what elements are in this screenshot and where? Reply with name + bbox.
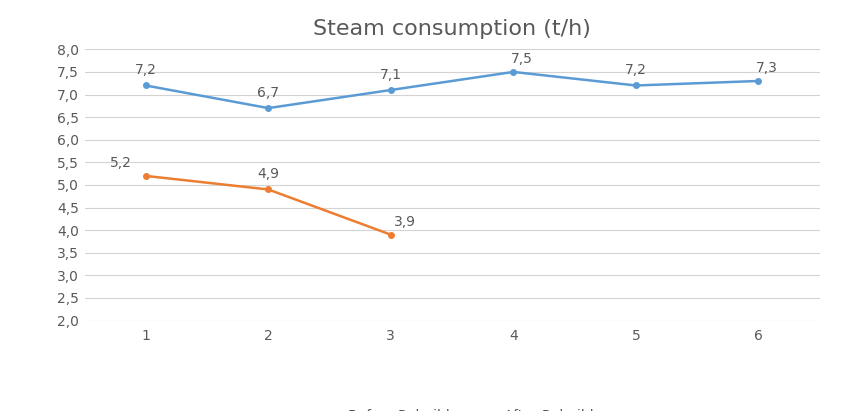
Text: 7,5: 7,5 <box>510 52 532 66</box>
Text: 7,2: 7,2 <box>625 63 646 77</box>
Before Rebuild <box>385 88 395 92</box>
Text: 6,7: 6,7 <box>257 86 279 100</box>
After Rebuild <box>140 173 151 178</box>
Line: After Rebuild: After Rebuild <box>143 173 393 238</box>
Before Rebuild <box>263 106 273 111</box>
Text: 7,3: 7,3 <box>755 61 776 75</box>
After Rebuild <box>385 232 395 237</box>
Text: 3,9: 3,9 <box>393 215 415 229</box>
Before Rebuild <box>753 79 763 83</box>
Text: 7,2: 7,2 <box>135 63 156 77</box>
Before Rebuild <box>507 69 517 74</box>
Text: 4,9: 4,9 <box>257 167 279 181</box>
Text: 5,2: 5,2 <box>110 156 132 170</box>
Before Rebuild <box>630 83 641 88</box>
Title: Steam consumption (t/h): Steam consumption (t/h) <box>313 19 590 39</box>
Legend: Before Rebuild, After Rebuild: Before Rebuild, After Rebuild <box>305 404 598 411</box>
Text: 7,1: 7,1 <box>379 68 402 82</box>
After Rebuild <box>263 187 273 192</box>
Before Rebuild <box>140 83 151 88</box>
Line: Before Rebuild: Before Rebuild <box>143 69 760 111</box>
